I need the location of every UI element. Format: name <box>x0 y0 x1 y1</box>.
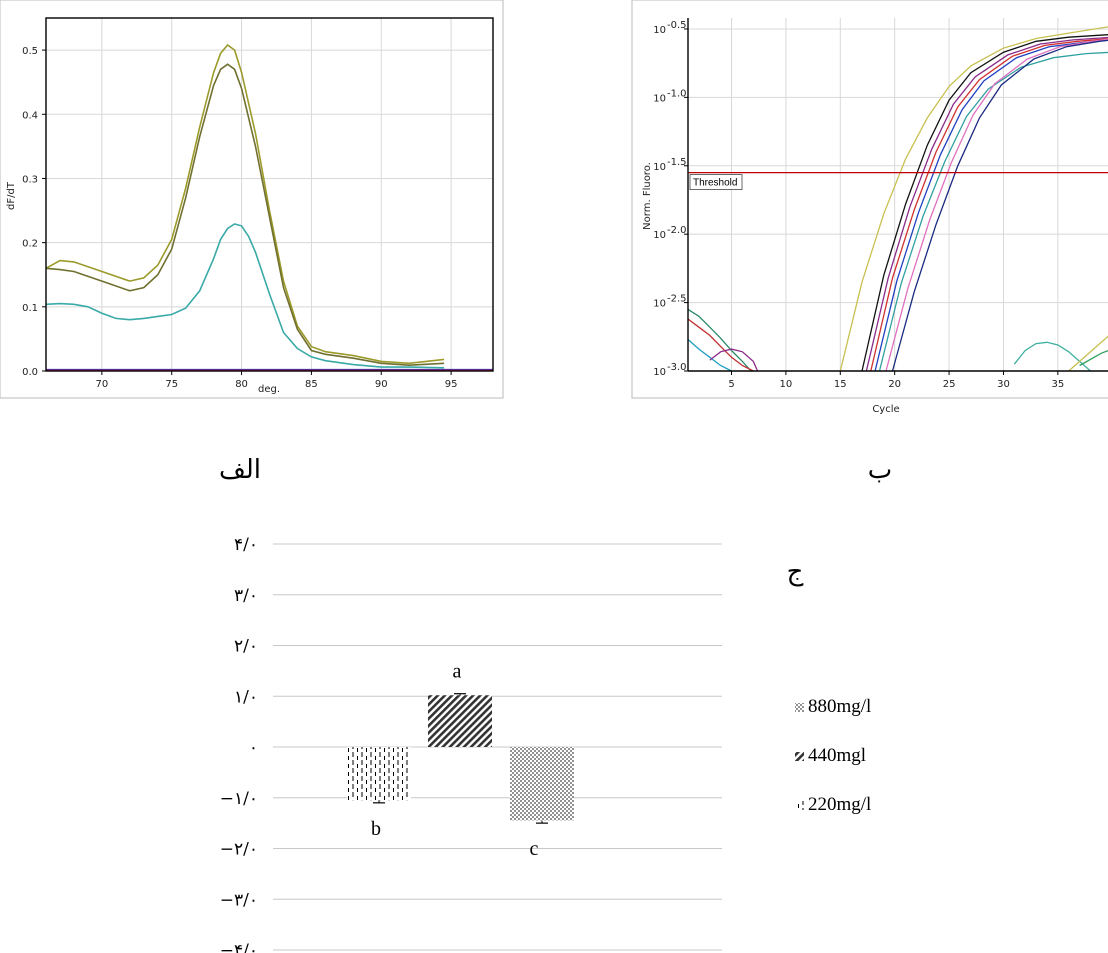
amp-series-line <box>861 34 1108 372</box>
bar-y-tick-label: −۴/۰ <box>220 941 258 953</box>
amp-y-tick-label: 10 <box>653 93 666 104</box>
melt-x-tick-label: 70 <box>96 379 109 390</box>
amp-y-tick-exponent: -1.5 <box>667 157 687 168</box>
significance-label: a <box>453 661 462 683</box>
melt-series-line <box>45 63 445 367</box>
amp-y-tick-label: 10 <box>653 25 666 36</box>
amp-x-tick-label: 10 <box>780 379 793 390</box>
amp-x-tick-label: 35 <box>1051 379 1064 390</box>
significance-label: b <box>371 818 381 840</box>
caption-alef: الف <box>219 455 261 485</box>
melt-x-tick-label: 90 <box>375 379 388 390</box>
legend-label: 440mgl <box>808 745 866 766</box>
bar-legend: 880mg/l 440mgl 220mg/l <box>795 696 871 815</box>
caption-be: ب <box>868 455 892 485</box>
amp-series-line <box>1013 341 1091 372</box>
threshold-label: Threshold <box>693 178 737 189</box>
amp-panel-border <box>631 0 1108 399</box>
amp-y-tick-label: 10 <box>653 230 666 241</box>
amp-x-ticks: 5 10 15 20 25 30 35 <box>728 371 1064 390</box>
threshold-label-box <box>689 174 743 191</box>
expression-bar-panel: ۴/۰ ۳/۰ ۲/۰ ۱/۰ ۰ −۱/۰ −۲/۰ −۳/۰ −۴/۰ b a c 880mg/… <box>220 535 872 953</box>
melt-series-line <box>45 43 445 365</box>
amp-y-tick-exponent: -1.0 <box>667 88 687 99</box>
amp-x-tick-label: 20 <box>888 379 901 390</box>
amp-series-line <box>878 51 1108 372</box>
amp-series-line <box>839 26 1108 372</box>
melt-plot-frame <box>45 17 494 372</box>
amp-y-tick-label: 10 <box>653 162 666 173</box>
melt-y-tick-label: 0.0 <box>22 367 38 378</box>
bar-y-tick-label: −۱/۰ <box>220 789 258 809</box>
bar-y-ticks: ۴/۰ ۳/۰ ۲/۰ ۱/۰ ۰ −۱/۰ −۲/۰ −۳/۰ −۴/۰ <box>220 535 258 953</box>
bar-y-tick-label: ۴/۰ <box>234 535 258 555</box>
bar-bars: b a c <box>347 661 574 860</box>
significance-label: c <box>530 838 539 860</box>
amp-series-line <box>865 36 1108 372</box>
melt-y-tick-label: 0.3 <box>22 174 38 185</box>
amp-series-line <box>709 348 759 372</box>
melt-curve-panel: 70 75 80 85 90 95 0.0 0.1 0.2 0.3 0.4 0.5 deg. dF/… <box>0 0 504 399</box>
melt-x-tick-label: 75 <box>165 379 178 390</box>
amp-x-tick-label: 25 <box>943 379 956 390</box>
amp-series-line <box>885 38 1108 372</box>
bar-880mg/l <box>510 747 574 821</box>
legend-swatch <box>795 801 804 810</box>
melt-y-tick-label: 0.2 <box>22 239 38 250</box>
legend-swatch <box>795 703 804 712</box>
bar-y-tick-label: ۳/۰ <box>234 586 258 606</box>
amp-x-axis-label: Cycle <box>872 404 899 415</box>
melt-y-tick-label: 0.5 <box>22 46 38 57</box>
bar-y-tick-label: ۱/۰ <box>234 687 258 707</box>
amp-y-tick-exponent: -2.5 <box>667 294 687 305</box>
amp-series-line <box>870 38 1108 372</box>
melt-y-axis-label: dF/dT <box>6 181 17 210</box>
bar-440mgl <box>428 695 492 747</box>
amp-x-tick-label: 30 <box>997 379 1010 390</box>
bar-y-tick-label: ۲/۰ <box>234 637 258 657</box>
bar-y-tick-label: −۲/۰ <box>220 840 258 860</box>
amp-x-tick-label: 5 <box>728 379 734 390</box>
amp-series-line <box>687 308 752 372</box>
melt-x-tick-label: 85 <box>305 379 318 390</box>
melt-x-ticks: 70 75 80 85 90 95 <box>96 371 458 390</box>
melt-series-line <box>45 223 445 369</box>
amp-series-line <box>891 39 1108 372</box>
amp-y-ticks: 10 -3.010 -2.510 -2.010 -1.510 -1.010 -0.5 <box>653 20 688 378</box>
caption-jim: ج <box>787 557 804 587</box>
amp-series-line <box>687 339 732 372</box>
legend-swatch <box>795 752 804 761</box>
bar-y-tick-label: ۰ <box>249 738 258 758</box>
bar-grid <box>273 543 722 951</box>
melt-x-tick-label: 95 <box>445 379 458 390</box>
amp-series-line <box>1068 335 1108 372</box>
amp-y-tick-exponent: -2.0 <box>667 225 687 236</box>
legend-label: 220mg/l <box>808 794 871 815</box>
amp-series-line <box>687 318 754 372</box>
melt-panel-border <box>0 0 504 399</box>
bar-y-tick-label: −۳/۰ <box>220 890 258 910</box>
bar-220mg/l <box>347 747 411 801</box>
legend-label: 880mg/l <box>808 696 871 717</box>
amplification-panel: Threshold 5 10 15 20 25 30 35 10 -3.010 -2.510 -2… <box>631 0 1108 415</box>
melt-x-axis-label: deg. <box>258 384 280 395</box>
melt-y-tick-label: 0.1 <box>22 303 38 314</box>
melt-x-tick-label: 80 <box>235 379 248 390</box>
amp-y-tick-exponent: -3.0 <box>667 362 687 373</box>
amp-x-tick-label: 15 <box>834 379 847 390</box>
amp-y-tick-label: 10 <box>653 367 666 378</box>
amp-lines <box>687 26 1108 372</box>
amp-series-line <box>1079 350 1108 367</box>
amp-y-axis-label: Norm. Fluoro. <box>642 162 653 230</box>
amp-y-tick-label: 10 <box>653 299 666 310</box>
amp-y-tick-exponent: -0.5 <box>667 20 687 31</box>
melt-y-tick-label: 0.4 <box>22 110 38 121</box>
melt-y-ticks: 0.0 0.1 0.2 0.3 0.4 0.5 <box>22 46 46 378</box>
